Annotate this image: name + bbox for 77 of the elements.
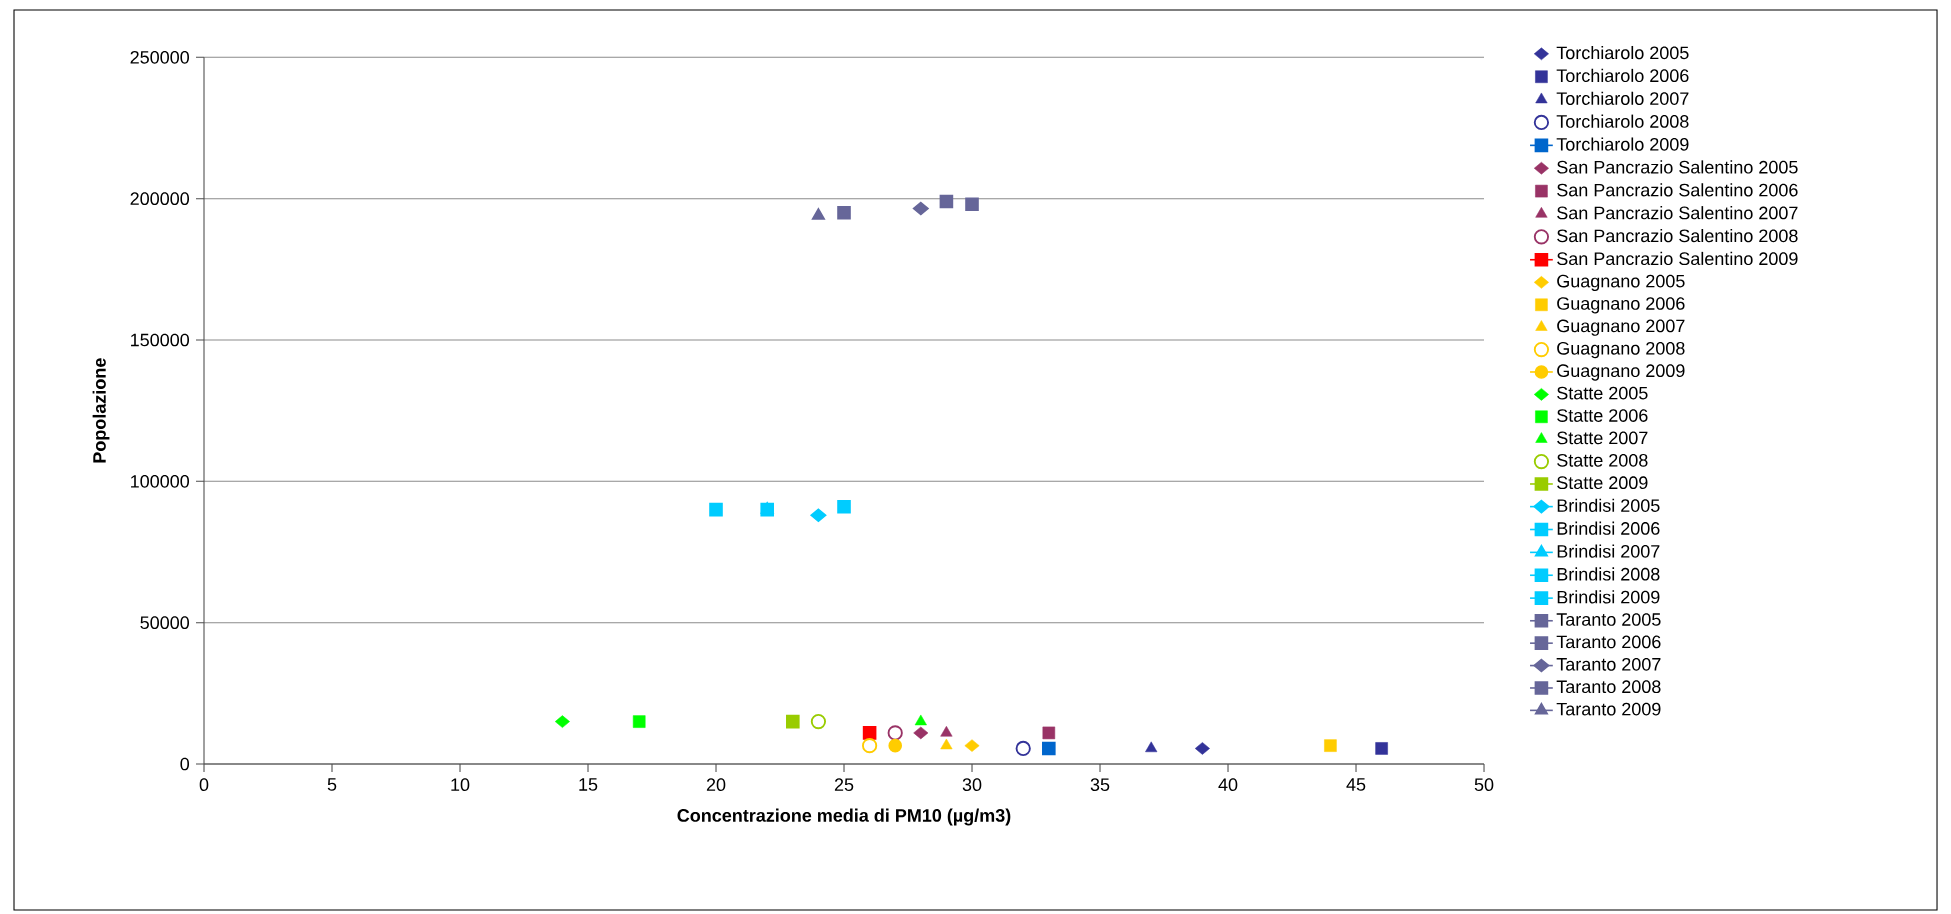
point (887, 725, 903, 741)
point (964, 739, 980, 752)
legend-label: Brindisi 2007 (1557, 544, 1660, 558)
legend-label: Taranto 2008 (1556, 680, 1661, 694)
y-tick-label: 200000 (130, 192, 190, 206)
legend-label: Statte 2006 (1557, 409, 1648, 422)
point (1042, 741, 1056, 756)
legend-label: Brindisi 2006 (1557, 521, 1660, 535)
x-tick-label: 50 (1474, 778, 1494, 791)
legend-label: Guagnano 2009 (1557, 364, 1685, 381)
legend-label: Taranto 2006 (1556, 635, 1661, 649)
x-tick-label: 35 (1090, 778, 1110, 791)
point (940, 738, 953, 750)
legend-label: Statte 2007 (1557, 431, 1648, 445)
point (913, 726, 929, 740)
x-tick-label: 25 (834, 778, 854, 791)
legend-label: Brindisi 2008 (1557, 567, 1660, 581)
x-tick-label: 10 (451, 778, 470, 791)
y-axis-title: Popolazione (92, 358, 110, 463)
y-tick-label: 150000 (131, 333, 190, 347)
legend-label: Statte 2009 (1557, 476, 1648, 490)
point (1145, 741, 1158, 753)
y-tick-label: 250000 (130, 50, 190, 64)
legend-label: Guagnano 2006 (1557, 297, 1685, 314)
point (837, 499, 851, 514)
legend-label: Guagnano 2008 (1557, 341, 1685, 359)
legend-label: San Pancrazio Salentino 2008 (1557, 228, 1798, 243)
y-tick-label: 100000 (131, 474, 190, 488)
point (940, 725, 953, 737)
legend-label: Brindisi 2009 (1557, 590, 1660, 604)
point (1324, 739, 1337, 752)
point (632, 715, 646, 728)
legend-label: Statte 2008 (1557, 453, 1648, 467)
point (939, 194, 954, 209)
point (1375, 742, 1388, 755)
point (1042, 726, 1056, 740)
point (862, 726, 877, 740)
point (965, 197, 979, 212)
legend-label: Torchiarolo 2009 (1556, 137, 1689, 151)
x-tick-label: 45 (1346, 778, 1366, 791)
x-tick-label: 40 (1218, 778, 1238, 791)
x-tick-label: 20 (706, 778, 726, 791)
legend-label: Taranto 2009 (1556, 702, 1661, 716)
legend-label: San Pancrazio Salentino 2005 (1557, 160, 1798, 174)
y-tick-label: 50000 (140, 616, 190, 630)
legend-label: Torchiarolo 2006 (1556, 68, 1689, 83)
legend-label: Taranto 2005 (1556, 613, 1661, 626)
point (914, 714, 927, 726)
point (862, 738, 878, 754)
legend-label: Taranto 2007 (1556, 657, 1661, 671)
point (810, 713, 827, 730)
legend-label: San Pancrazio Salentino 2007 (1557, 206, 1798, 220)
point (810, 508, 827, 523)
point (554, 715, 570, 728)
legend-label: Guagnano 2007 (1557, 319, 1685, 336)
point (786, 714, 800, 729)
point (837, 205, 851, 220)
x-axis-title: Concentrazione media di PM10 (µg/m3) (677, 808, 1011, 826)
point (912, 201, 929, 216)
x-tick-label: 0 (199, 778, 209, 791)
x-tick-label: 5 (327, 778, 337, 791)
legend-label: Torchiarolo 2008 (1556, 114, 1689, 128)
point (709, 502, 723, 517)
legend-label: San Pancrazio Salentino 2006 (1557, 183, 1798, 197)
legend-label: San Pancrazio Salentino 2009 (1557, 251, 1798, 266)
point (888, 738, 903, 753)
legend-label: Torchiarolo 2005 (1556, 45, 1689, 60)
y-tick-label: 0 (180, 757, 190, 771)
legend-label: Statte 2005 (1557, 386, 1648, 400)
legend-label: Brindisi 2005 (1557, 498, 1660, 512)
x-tick-label: 30 (962, 778, 982, 791)
legend-label: Torchiarolo 2007 (1556, 91, 1689, 105)
point (1015, 740, 1031, 757)
point (1194, 742, 1210, 755)
x-tick-label: 15 (579, 778, 598, 791)
legend-label: Guagnano 2005 (1557, 274, 1685, 292)
point (811, 208, 825, 220)
